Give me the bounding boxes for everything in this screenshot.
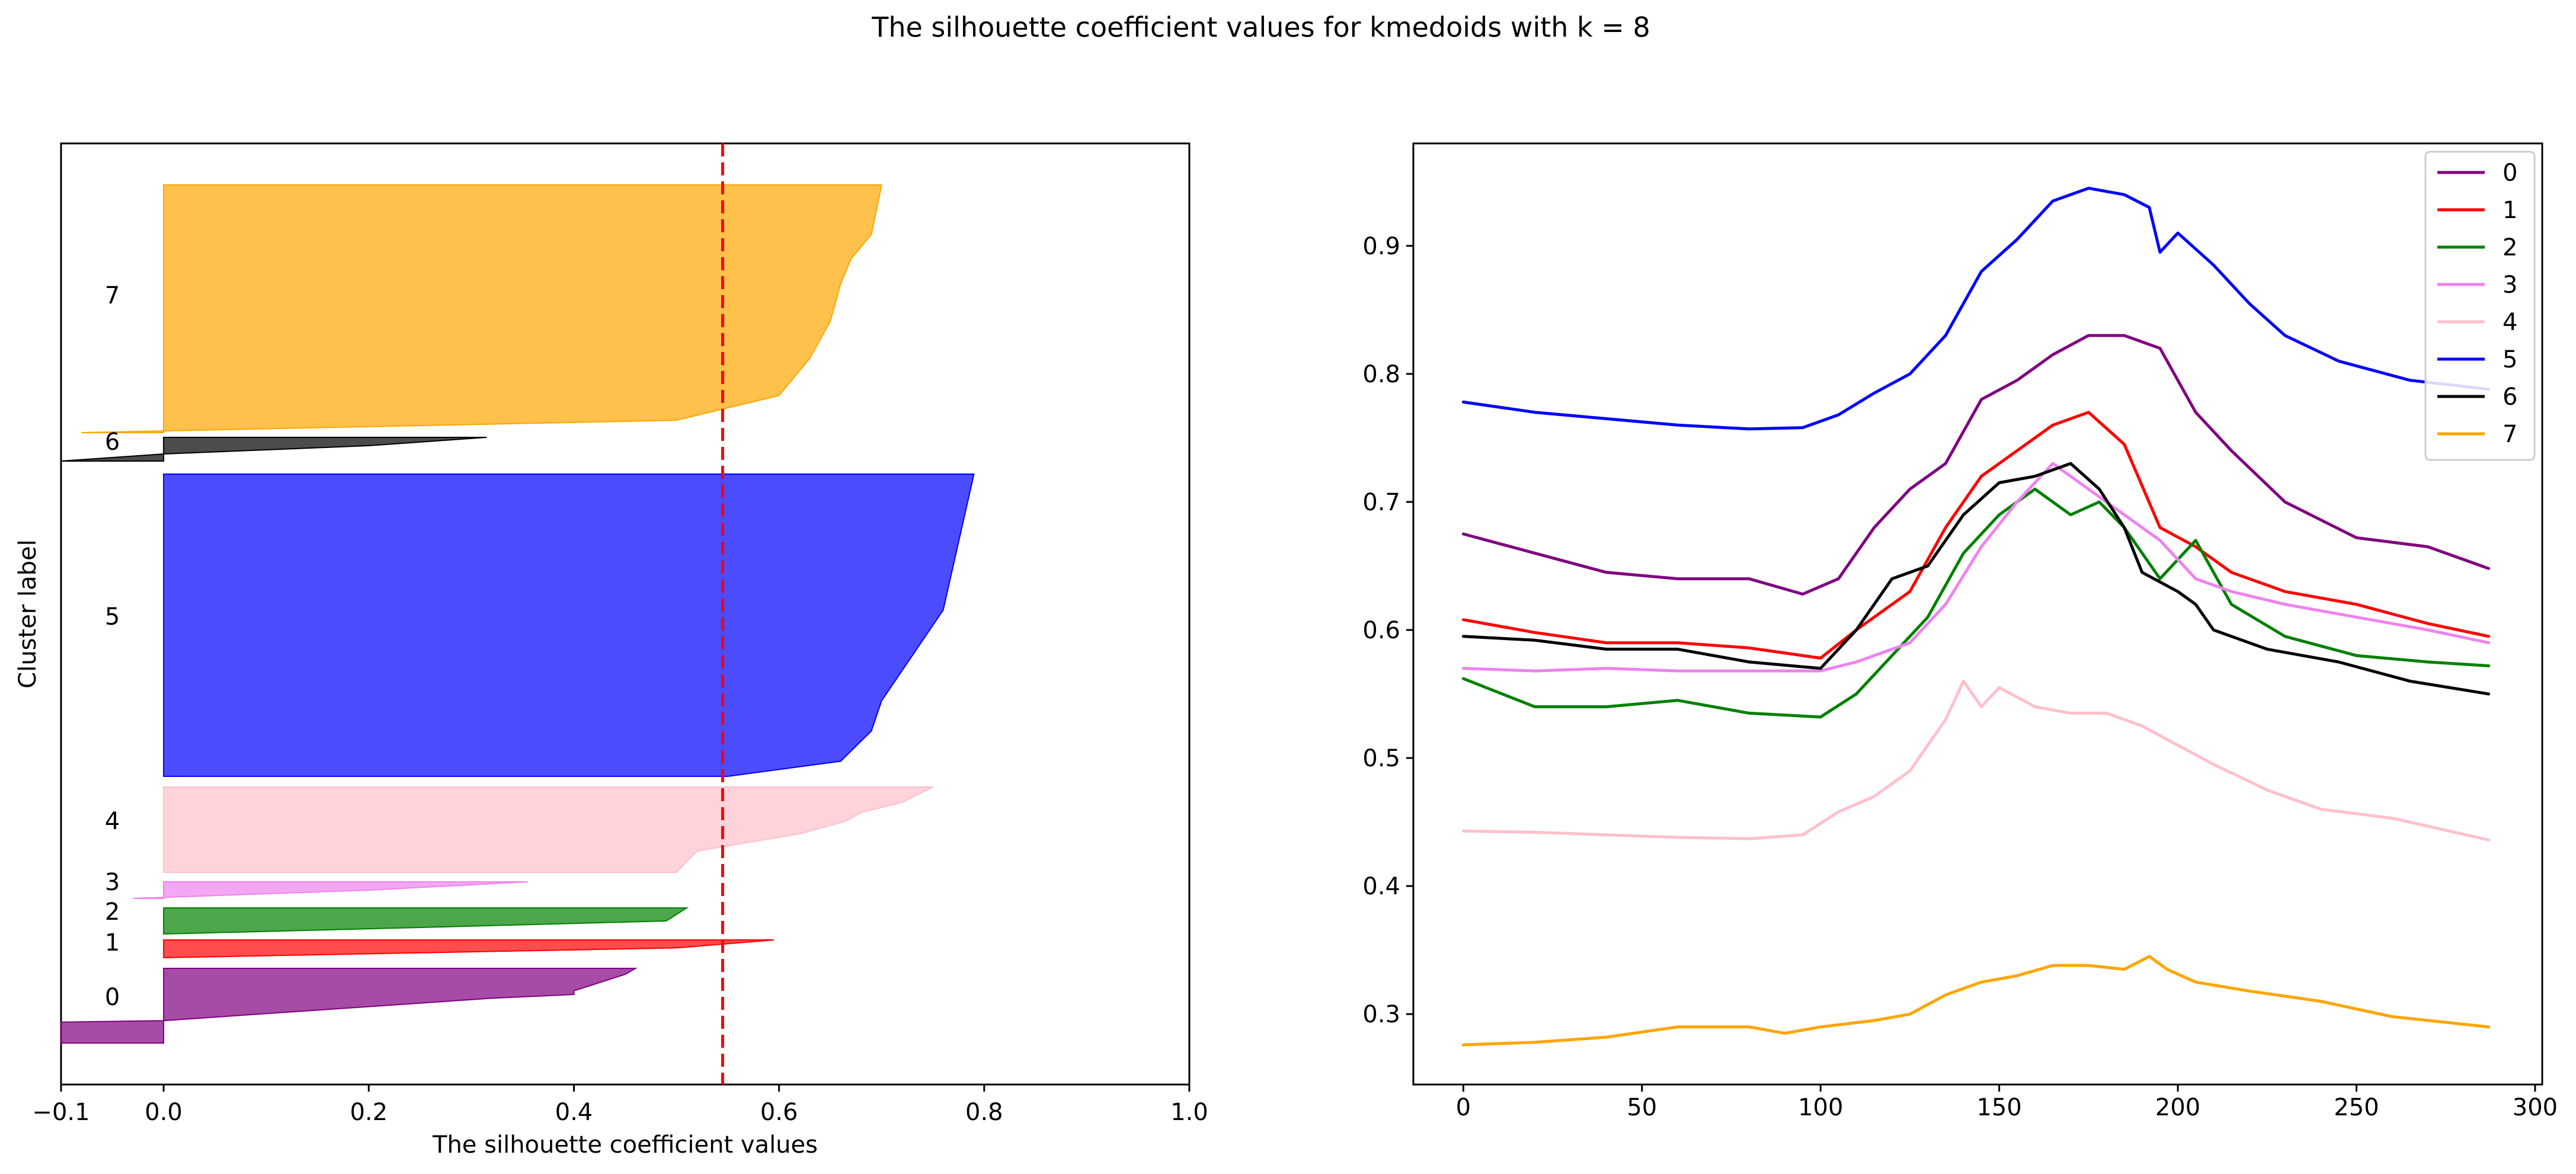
line-y-tick-label: 0.9 bbox=[1362, 233, 1400, 260]
line-chart-frame bbox=[1412, 142, 2543, 1086]
line-y-tick-label: 0.6 bbox=[1362, 617, 1400, 644]
line-x-tick-label: 150 bbox=[1976, 1094, 2021, 1121]
line-x-tick-label: 50 bbox=[1627, 1094, 1657, 1121]
line-y-tick-label: 0.8 bbox=[1362, 361, 1400, 388]
silhouette-x-tick-label: 0.6 bbox=[760, 1099, 798, 1126]
series-line-7 bbox=[1461, 955, 2491, 1047]
legend-item-7: 7 bbox=[2437, 421, 2517, 448]
silhouette-cluster-5 bbox=[163, 474, 975, 777]
legend: 0 1 2 3 4 5 6 7 bbox=[2424, 151, 2536, 461]
cluster-label-3: 3 bbox=[105, 869, 120, 896]
legend-label: 5 bbox=[2503, 346, 2517, 373]
series-line-3 bbox=[1461, 462, 2491, 673]
silhouette-cluster-2 bbox=[163, 907, 689, 935]
series-line-5 bbox=[1461, 187, 2491, 431]
silhouette-cluster-1 bbox=[163, 939, 775, 958]
series-line-1 bbox=[1461, 411, 2491, 660]
line-series bbox=[1461, 187, 2491, 1047]
line-x-ticks: 0 50 100 150 200 250 300 bbox=[1456, 1085, 2558, 1121]
cluster-label-4: 4 bbox=[105, 808, 120, 835]
line-y-tick-label: 0.4 bbox=[1362, 873, 1400, 900]
cluster-label-5: 5 bbox=[105, 603, 120, 631]
line-x-tick-label: 250 bbox=[2334, 1094, 2379, 1121]
cluster-label-6: 6 bbox=[105, 428, 120, 456]
line-x-tick-label: 200 bbox=[2155, 1094, 2200, 1121]
legend-label: 1 bbox=[2503, 197, 2517, 224]
silhouette-cluster-4 bbox=[163, 786, 933, 873]
cluster-label-1: 1 bbox=[105, 929, 120, 957]
line-chart: 0 50 100 150 200 250 300 0.30.40.50.60.70.80.9… bbox=[1362, 142, 2558, 1121]
line-y-tick-label: 0.5 bbox=[1362, 745, 1400, 772]
legend-item-6: 6 bbox=[2437, 383, 2517, 411]
silhouette-x-tick-label: 0.4 bbox=[555, 1099, 593, 1126]
silhouette-x-tick-label: 0.0 bbox=[145, 1099, 183, 1126]
silhouette-x-ticks: −0.1 0.0 0.2 0.4 0.6 0.8 1.0 bbox=[32, 1085, 1208, 1126]
silhouette-clusters bbox=[60, 184, 975, 1044]
cluster-label-2: 2 bbox=[105, 898, 120, 926]
legend-item-3: 3 bbox=[2437, 271, 2517, 299]
series-line-6 bbox=[1461, 462, 2491, 696]
legend-item-2: 2 bbox=[2437, 234, 2517, 261]
silhouette-x-tick-label: 0.2 bbox=[350, 1099, 388, 1126]
legend-label: 3 bbox=[2503, 271, 2517, 299]
silhouette-cluster-0 bbox=[60, 968, 638, 1044]
legend-label: 0 bbox=[2503, 159, 2517, 187]
legend-label: 2 bbox=[2503, 234, 2517, 261]
silhouette-cluster-7 bbox=[81, 184, 882, 433]
line-x-tick-label: 300 bbox=[2513, 1094, 2558, 1121]
legend-item-5: 5 bbox=[2437, 346, 2517, 373]
line-x-tick-label: 0 bbox=[1456, 1094, 1471, 1121]
silhouette-x-tick-label: −0.1 bbox=[32, 1099, 89, 1126]
legend-box bbox=[2424, 151, 2536, 461]
figure-suptitle: The silhouette coefficient values for km… bbox=[871, 11, 1650, 43]
legend-label: 6 bbox=[2503, 383, 2517, 411]
cluster-label-7: 7 bbox=[105, 282, 120, 309]
silhouette-x-tick-label: 1.0 bbox=[1170, 1099, 1208, 1126]
silhouette-x-tick-label: 0.8 bbox=[965, 1099, 1003, 1126]
silhouette-x-axis-label: The silhouette coefficient values bbox=[432, 1131, 818, 1159]
line-y-tick-label: 0.3 bbox=[1362, 1001, 1400, 1028]
silhouette-y-axis-label: Cluster label bbox=[14, 539, 41, 688]
legend-item-1: 1 bbox=[2437, 197, 2517, 224]
legend-item-0: 0 bbox=[2437, 159, 2517, 187]
line-y-tick-label: 0.7 bbox=[1362, 489, 1400, 516]
series-line-4 bbox=[1461, 679, 2491, 842]
cluster-label-0: 0 bbox=[105, 984, 120, 1011]
series-line-0 bbox=[1461, 334, 2491, 596]
silhouette-cluster-3 bbox=[133, 881, 528, 899]
legend-label: 4 bbox=[2503, 309, 2517, 336]
line-y-ticks: 0.3 0.4 0.5 0.6 0.7 0.8 0.9 bbox=[1362, 233, 1413, 1028]
legend-item-4: 4 bbox=[2437, 309, 2517, 336]
legend-label: 7 bbox=[2503, 421, 2517, 448]
silhouette-cluster-6 bbox=[60, 437, 487, 462]
line-x-tick-label: 100 bbox=[1798, 1094, 1843, 1121]
